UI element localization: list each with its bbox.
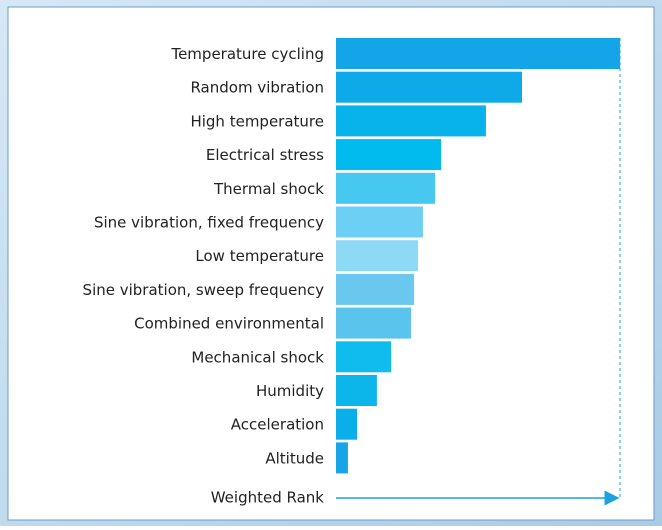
y-tick-label: Sine vibration, fixed frequency <box>94 214 324 232</box>
y-tick-label: Electrical stress <box>206 146 324 164</box>
bar <box>336 206 423 238</box>
bar <box>336 71 523 103</box>
bar <box>336 273 415 305</box>
bar <box>336 307 411 339</box>
y-tick-label: Acceleration <box>231 416 324 434</box>
bar <box>336 442 348 474</box>
y-tick-label: Thermal shock <box>213 180 324 198</box>
panel <box>7 6 655 521</box>
bar <box>336 38 620 69</box>
y-tick-label: Humidity <box>256 382 324 400</box>
bar <box>336 240 419 272</box>
y-tick-label: Altitude <box>265 449 324 467</box>
bar <box>336 139 442 171</box>
y-tick-label: Combined environmental <box>134 315 324 333</box>
y-tick-label: Temperature cycling <box>170 45 324 63</box>
y-tick-label: Sine vibration, sweep frequency <box>83 281 325 299</box>
bar <box>336 172 436 204</box>
y-tick-label: Mechanical shock <box>191 348 324 366</box>
bar <box>336 341 392 373</box>
bar <box>336 375 377 406</box>
bar <box>336 105 486 137</box>
y-tick-label: Low temperature <box>195 247 324 265</box>
x-axis-label: Weighted Rank <box>211 489 325 507</box>
y-tick-label: High temperature <box>190 112 324 130</box>
y-tick-label: Random vibration <box>190 79 324 97</box>
bar <box>336 408 358 440</box>
